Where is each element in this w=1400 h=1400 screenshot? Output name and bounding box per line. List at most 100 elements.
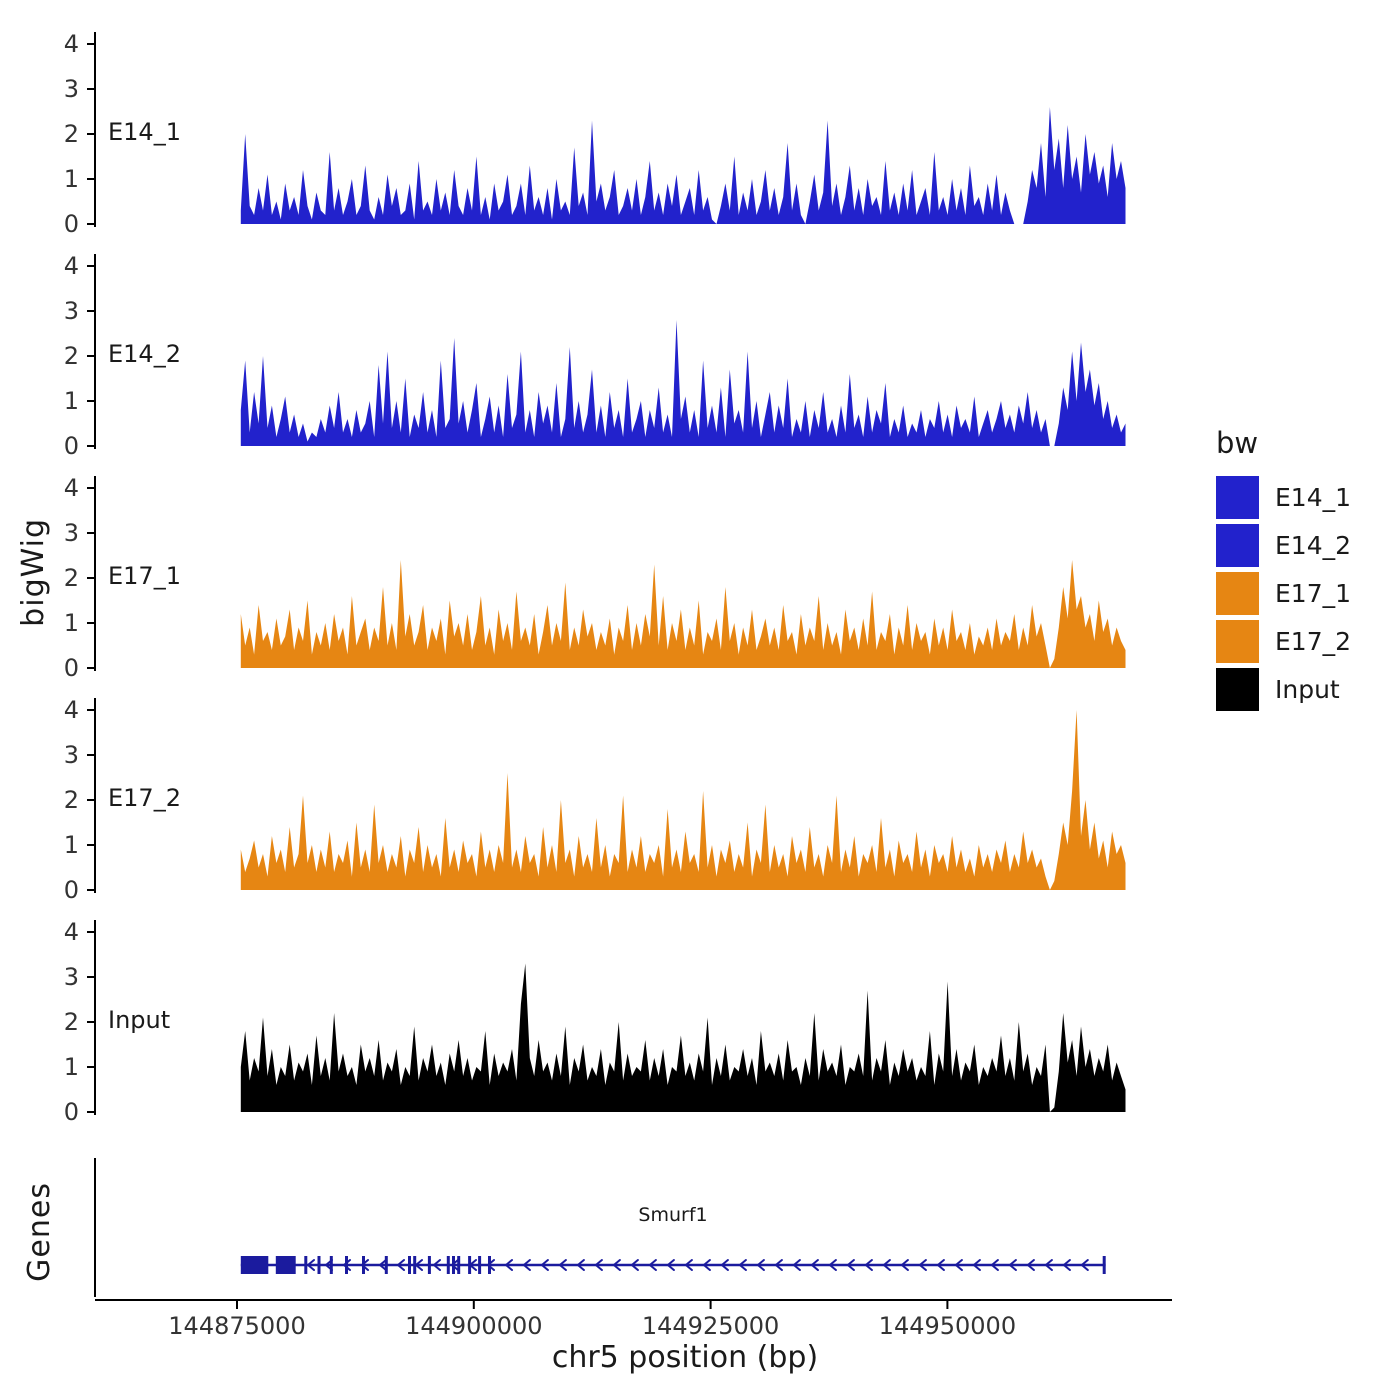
gene-strand-arrow xyxy=(630,1259,639,1271)
gene-strand-arrow xyxy=(828,1259,837,1271)
track-label: E17_1 xyxy=(108,562,181,590)
gene-exon xyxy=(478,1256,482,1274)
gene-strand-arrow xyxy=(1008,1259,1017,1271)
gene-name-label: Smurf1 xyxy=(638,1204,708,1226)
y-tick-label: 2 xyxy=(64,120,79,148)
x-tick-label: 144925000 xyxy=(642,1312,779,1340)
gene-strand-arrow xyxy=(738,1259,747,1271)
legend-item-Input: Input xyxy=(1216,668,1351,711)
gene-strand-arrow xyxy=(846,1259,855,1271)
gene-exon xyxy=(452,1256,455,1274)
y-tick-label: 2 xyxy=(64,342,79,370)
legend-swatch xyxy=(1216,572,1259,615)
gene-strand-arrow xyxy=(792,1259,801,1271)
y-tick-label: 4 xyxy=(64,696,79,724)
gene-exon xyxy=(345,1256,348,1274)
gene-strand-arrow xyxy=(612,1259,621,1271)
gene-strand-arrow xyxy=(504,1259,513,1271)
y-tick-label: 1 xyxy=(64,609,79,637)
y-tick-label: 3 xyxy=(64,297,79,325)
y-tick-label: 4 xyxy=(64,474,79,502)
legend-swatch xyxy=(1216,476,1259,519)
gene-strand-arrow xyxy=(1044,1259,1053,1271)
gene-strand-arrow xyxy=(432,1259,441,1271)
y-axis-title: bigWig xyxy=(16,518,51,627)
gene-strand-arrow xyxy=(576,1259,585,1271)
gene-exon xyxy=(240,1256,269,1274)
gene-exon xyxy=(317,1256,321,1274)
gene-strand-arrow xyxy=(378,1259,387,1271)
gene-strand-arrow xyxy=(720,1259,729,1271)
gene-strand-arrow xyxy=(648,1259,657,1271)
legend-item-E14_2: E14_2 xyxy=(1216,524,1351,567)
gene-strand-arrow xyxy=(306,1259,315,1271)
legend-swatch xyxy=(1216,524,1259,567)
legend-item-label: Input xyxy=(1275,675,1340,704)
y-tick-label: 1 xyxy=(64,165,79,193)
y-tick-label: 2 xyxy=(64,564,79,592)
legend-item-E17_2: E17_2 xyxy=(1216,620,1351,663)
track-label: E14_2 xyxy=(108,340,181,368)
track-area-Input xyxy=(240,963,1126,1112)
track-area-E14_1 xyxy=(240,107,1126,224)
genes-panel-title: Genes xyxy=(22,1182,57,1282)
gene-exon xyxy=(362,1256,365,1274)
y-tick-label: 1 xyxy=(64,831,79,859)
gene-strand-arrow xyxy=(918,1259,927,1271)
x-tick-label: 144875000 xyxy=(168,1312,305,1340)
legend-item-E17_1: E17_1 xyxy=(1216,572,1351,615)
y-tick-label: 3 xyxy=(64,741,79,769)
gene-strand-arrow xyxy=(558,1259,567,1271)
legend-swatch xyxy=(1216,668,1259,711)
y-tick-label: 0 xyxy=(64,432,79,460)
y-tick-label: 0 xyxy=(64,876,79,904)
y-tick-label: 1 xyxy=(64,1053,79,1081)
gene-strand-arrow xyxy=(756,1259,765,1271)
gene-strand-arrow xyxy=(1026,1259,1035,1271)
gene-exon xyxy=(1102,1256,1106,1274)
y-tick-label: 1 xyxy=(64,387,79,415)
gene-strand-arrow xyxy=(810,1259,819,1271)
gene-exon xyxy=(468,1256,472,1274)
legend-swatch xyxy=(1216,620,1259,663)
gene-strand-arrow xyxy=(594,1259,603,1271)
gene-strand-arrow xyxy=(972,1259,981,1271)
y-tick-label: 3 xyxy=(64,519,79,547)
gene-strand-arrow xyxy=(666,1259,675,1271)
gene-strand-arrow xyxy=(396,1259,405,1271)
legend-item-label: E17_1 xyxy=(1275,579,1352,608)
y-tick-label: 4 xyxy=(64,30,79,58)
legend-title: bw xyxy=(1216,426,1259,460)
track-area-E14_2 xyxy=(240,320,1126,446)
track-area-E17_2 xyxy=(240,710,1126,890)
gene-exon xyxy=(457,1256,461,1274)
legend-item-label: E14_2 xyxy=(1275,531,1352,560)
gene-exon xyxy=(488,1256,491,1274)
gene-exon xyxy=(275,1256,296,1274)
gene-strand-arrow xyxy=(1080,1259,1089,1271)
legend-items: E14_1 E14_2 E17_1 E17_2 Input xyxy=(1216,476,1351,711)
gene-strand-arrow xyxy=(540,1259,549,1271)
gene-exon xyxy=(384,1256,388,1274)
y-tick-label: 4 xyxy=(64,918,79,946)
gene-strand-arrow xyxy=(882,1259,891,1271)
legend: bw E14_1 E14_2 E17_1 E17_2 Input xyxy=(1216,426,1351,716)
gene-strand-arrow xyxy=(954,1259,963,1271)
track-label: Input xyxy=(108,1006,170,1034)
gene-exon xyxy=(304,1256,308,1274)
track-label: E14_1 xyxy=(108,118,181,146)
gene-exon xyxy=(329,1256,333,1274)
gene-strand-arrow xyxy=(864,1259,873,1271)
legend-item-E14_1: E14_1 xyxy=(1216,476,1351,519)
gene-strand-arrow xyxy=(684,1259,693,1271)
gene-exon xyxy=(446,1256,450,1274)
gene-strand-arrow xyxy=(702,1259,711,1271)
x-tick-label: 144950000 xyxy=(879,1312,1016,1340)
y-tick-label: 0 xyxy=(64,654,79,682)
y-tick-label: 2 xyxy=(64,786,79,814)
gene-exon xyxy=(408,1256,411,1274)
gene-strand-arrow xyxy=(1062,1259,1071,1271)
gene-exon xyxy=(427,1256,431,1274)
